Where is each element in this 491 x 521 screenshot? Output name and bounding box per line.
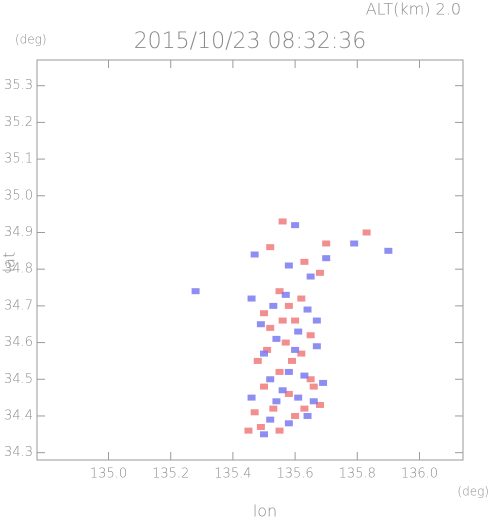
data-point (259, 310, 268, 317)
data-point (259, 350, 268, 357)
y-tick-label: 34.6 (4, 335, 33, 350)
y-tick-label: 34.5 (4, 372, 33, 387)
data-point (297, 295, 306, 302)
data-point (350, 240, 359, 247)
data-point (306, 273, 315, 280)
data-point (319, 379, 328, 386)
data-point (259, 383, 268, 390)
data-point (291, 412, 300, 419)
data-point (266, 376, 275, 383)
y-axis-label: lat (0, 252, 19, 273)
data-point (303, 412, 312, 419)
y-tick-label: 35.0 (4, 188, 33, 203)
y-tick-label: 34.8 (4, 262, 33, 277)
y-tick-label: 35.1 (4, 152, 33, 167)
data-point (294, 394, 303, 401)
data-point (287, 357, 296, 364)
data-point (315, 401, 324, 408)
data-point (247, 394, 256, 401)
x-tick-label: 136.0 (401, 467, 438, 482)
data-point (306, 332, 315, 339)
data-point (309, 398, 318, 405)
data-point (322, 240, 331, 247)
data-point (300, 372, 309, 379)
data-point (266, 324, 275, 331)
data-point (259, 431, 268, 438)
data-point (281, 291, 290, 298)
data-point (322, 255, 331, 262)
data-point (291, 346, 300, 353)
data-point (275, 288, 284, 295)
data-point (312, 343, 321, 350)
data-point (384, 247, 393, 254)
plot-frame (36, 59, 464, 461)
chart-title: 2015/10/23 08:32:36 (134, 29, 367, 54)
data-point (300, 258, 309, 265)
y-tick-label: 35.2 (4, 115, 33, 130)
y-tick-label: 34.3 (4, 445, 33, 460)
data-point (309, 383, 318, 390)
data-point (256, 423, 265, 430)
data-point (269, 302, 278, 309)
x-tick-label: 135.2 (152, 467, 189, 482)
data-point (284, 302, 293, 309)
data-point (291, 222, 300, 229)
data-point (250, 409, 259, 416)
y-unit: (deg) (15, 33, 47, 47)
data-point (278, 218, 287, 225)
data-point (278, 317, 287, 324)
x-tick-label: 135.0 (90, 467, 127, 482)
data-point (244, 427, 253, 434)
data-point (272, 335, 281, 342)
data-point (266, 416, 275, 423)
data-point (250, 251, 259, 258)
data-point (291, 317, 300, 324)
x-tick-label: 135.6 (276, 467, 313, 482)
annotation: ALT(km) 2.0 (366, 0, 461, 19)
x-axis-label: lon (253, 502, 277, 521)
y-tick-label: 34.9 (4, 225, 33, 240)
x-unit: (deg) (457, 485, 489, 499)
data-point (281, 339, 290, 346)
data-point (284, 420, 293, 427)
data-point (266, 244, 275, 251)
data-point (247, 295, 256, 302)
data-point (294, 328, 303, 335)
x-tick-label: 135.4 (214, 467, 251, 482)
data-point (275, 368, 284, 375)
data-point (278, 387, 287, 394)
data-point (284, 368, 293, 375)
data-point (272, 398, 281, 405)
data-point (284, 262, 293, 269)
y-tick-label: 34.4 (4, 408, 33, 423)
data-point (263, 346, 272, 353)
data-point (303, 306, 312, 313)
data-point (256, 321, 265, 328)
data-point (284, 390, 293, 397)
data-point (253, 357, 262, 364)
data-point (300, 405, 309, 412)
data-point (362, 229, 371, 236)
data-point (191, 288, 200, 295)
data-point (297, 350, 306, 357)
y-tick-label: 34.7 (4, 298, 33, 313)
data-point (312, 317, 321, 324)
data-point (315, 269, 324, 276)
data-point (306, 376, 315, 383)
data-point (275, 427, 284, 434)
x-tick-label: 135.8 (339, 467, 376, 482)
data-point (269, 405, 278, 412)
y-tick-label: 35.3 (4, 78, 33, 93)
